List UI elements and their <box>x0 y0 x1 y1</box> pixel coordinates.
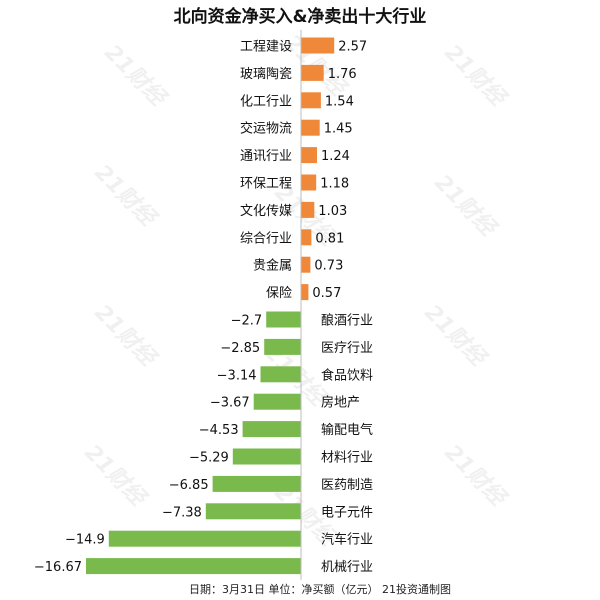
bars-group <box>86 37 335 575</box>
watermark-text: 21财经 <box>439 439 512 512</box>
bar-17 <box>212 475 301 492</box>
watermarks: 21财经21财经21财经21财经21财经21财经21财经21财经21财经21财经… <box>79 29 512 552</box>
bar-6 <box>301 174 317 191</box>
value-label: 1.45 <box>324 122 353 137</box>
bar-12 <box>264 338 301 355</box>
value-label: −5.29 <box>189 451 229 466</box>
value-label: 0.57 <box>312 286 341 301</box>
category-labels: 工程建设玻璃陶瓷化工行业交运物流通讯行业环保工程文化传媒综合行业贵金属保险酿酒行… <box>240 40 373 576</box>
category-label: 环保工程 <box>240 177 292 192</box>
category-label: 电子元件 <box>321 505 373 520</box>
value-label: −2.85 <box>220 341 260 356</box>
bar-14 <box>253 393 301 410</box>
category-label: 文化传媒 <box>240 204 292 219</box>
category-label: 房地产 <box>321 395 360 411</box>
bar-2 <box>301 64 324 81</box>
category-label: 酿酒行业 <box>321 313 373 329</box>
category-label: 医疗行业 <box>321 341 373 356</box>
category-label: 贵金属 <box>253 258 292 274</box>
watermark-text: 21财经 <box>79 439 152 512</box>
bar-18 <box>205 503 301 520</box>
category-label: 工程建设 <box>240 40 292 55</box>
watermark-text: 21财经 <box>99 39 172 112</box>
category-label: 保险 <box>266 286 292 301</box>
bar-1 <box>301 37 335 54</box>
value-label: −4.53 <box>199 423 239 438</box>
value-label: −16.67 <box>34 560 82 575</box>
bar-16 <box>232 448 301 465</box>
bar-19 <box>108 530 301 547</box>
footnote: 日期：3月31日 单位：净买额（亿元） 21投资通制图 <box>189 582 451 596</box>
value-label: 1.76 <box>328 67 357 82</box>
bar-13 <box>260 366 301 383</box>
value-label: −3.14 <box>217 368 257 383</box>
watermark-text: 21财经 <box>89 159 162 232</box>
value-label: 1.54 <box>325 94 354 109</box>
bar-20 <box>86 558 301 575</box>
value-label: −7.38 <box>162 505 202 520</box>
value-label: 1.03 <box>318 204 347 219</box>
bar-8 <box>301 229 312 246</box>
category-label: 食品饮料 <box>321 367 373 383</box>
bar-15 <box>242 421 301 438</box>
category-label: 汽车行业 <box>321 532 373 548</box>
bar-3 <box>301 92 321 109</box>
bar-4 <box>301 119 320 136</box>
value-label: 0.81 <box>315 231 344 246</box>
value-label: −2.7 <box>231 314 263 329</box>
bar-7 <box>301 201 315 218</box>
category-label: 化工行业 <box>240 94 292 109</box>
value-label: 0.73 <box>314 259 343 274</box>
watermark-text: 21财经 <box>419 299 492 372</box>
category-label: 输配电气 <box>321 422 373 438</box>
value-label: 2.57 <box>338 40 367 55</box>
category-label: 医药制造 <box>321 478 373 493</box>
bar-5 <box>301 147 317 164</box>
watermark-text: 21财经 <box>89 299 162 372</box>
value-label: 1.18 <box>320 177 349 192</box>
value-label: −3.67 <box>210 396 250 411</box>
value-label: 1.24 <box>321 149 350 164</box>
category-label: 材料行业 <box>321 451 373 466</box>
category-label: 机械行业 <box>321 560 373 575</box>
bar-11 <box>266 311 301 328</box>
category-label: 综合行业 <box>240 231 292 246</box>
bar-10 <box>301 284 309 301</box>
value-labels: 2.57 1.76 1.54 1.45 1.24 1.18 1.03 0.81 0.73 0.57… <box>34 40 367 576</box>
chart-title: 北向资金净买入&净卖出十大行业 <box>174 6 427 27</box>
watermark-text: 21财经 <box>439 39 512 112</box>
watermark-text: 21财经 <box>429 169 502 242</box>
bar-9 <box>301 256 311 273</box>
category-label: 玻璃陶瓷 <box>240 66 292 82</box>
category-label: 交运物流 <box>240 121 292 137</box>
value-label: −14.9 <box>65 533 105 548</box>
value-label: −6.85 <box>169 478 209 493</box>
category-label: 通讯行业 <box>240 149 292 164</box>
